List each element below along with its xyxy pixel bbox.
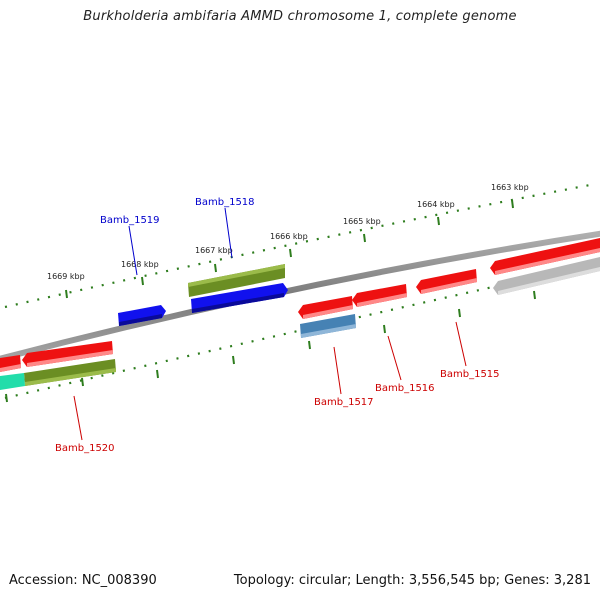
topology-text: Topology: circular; Length: 3,556,545 bp… — [233, 573, 591, 588]
gene-bamb-1520-red-arrow[interactable] — [22, 341, 113, 367]
gene-bamb-1517-steel-arrow[interactable] — [300, 314, 356, 338]
lower-scale-track — [4, 261, 600, 403]
scale-label-1668: 1668 kbp — [121, 260, 159, 269]
gene-bamb-1519-arrow[interactable] — [118, 305, 166, 326]
gene-bamb-1517-arrow[interactable] — [298, 296, 353, 319]
lower-scale-tick-6 — [383, 324, 386, 334]
scale-label-1667: 1667 kbp — [195, 246, 233, 255]
lower-scale-tick-8 — [533, 290, 536, 300]
scale-tick-1669 — [65, 289, 68, 299]
lower-scale-tick-2 — [81, 377, 84, 387]
lower-scale-tick-5 — [308, 340, 311, 350]
scale-label-1663: 1663 kbp — [491, 183, 529, 192]
lower-scale-tick-3 — [156, 369, 159, 379]
leader-line-bamb-1518 — [224, 207, 233, 259]
gene-1518-region-blue-arrow[interactable] — [191, 283, 288, 313]
chromosome-backbone — [0, 230, 600, 362]
scale-tick-1663 — [511, 199, 514, 209]
gene-far-right-red-arrow[interactable] — [490, 238, 600, 275]
gene-label-bamb-1520[interactable]: Bamb_1520 — [55, 443, 115, 454]
scale-label-1669: 1669 kbp — [47, 272, 85, 281]
lower-scale-tick-1 — [5, 393, 8, 403]
accession-text: Accession: NC_008390 — [9, 573, 157, 588]
scale-tick-1668 — [141, 276, 144, 286]
gene-label-bamb-1517[interactable]: Bamb_1517 — [314, 397, 374, 408]
gene-bamb-1520-arrow[interactable] — [24, 359, 116, 386]
gene-far-right-gray-arrow[interactable] — [493, 257, 600, 295]
gene-left-edge-cyan-arrow[interactable] — [0, 373, 25, 390]
leader-line-bamb-1519 — [128, 225, 138, 276]
leader-line-bamb-1516 — [387, 335, 402, 381]
upper-scale-track — [4, 183, 591, 309]
gene-bamb-1516-arrow[interactable] — [352, 284, 407, 307]
genome-title: Burkholderia ambifaria AMMD chromosome 1… — [83, 9, 517, 24]
scale-label-1666: 1666 kbp — [270, 232, 308, 241]
gene-label-bamb-1516[interactable]: Bamb_1516 — [375, 383, 435, 394]
lower-scale-tick-4 — [232, 355, 235, 365]
gene-bamb-1515-arrow[interactable] — [416, 269, 477, 294]
gene-label-bamb-1519[interactable]: Bamb_1519 — [100, 215, 160, 226]
scale-tick-1665 — [363, 233, 366, 243]
leader-line-bamb-1517 — [333, 346, 342, 395]
gene-label-bamb-1518[interactable]: Bamb_1518 — [195, 197, 255, 208]
scale-label-1665: 1665 kbp — [343, 217, 381, 226]
scale-label-1664: 1664 kbp — [417, 200, 455, 209]
gene-left-edge-red-arrow[interactable] — [0, 355, 21, 372]
lower-scale-tick-7 — [458, 308, 461, 318]
gene-bamb-1518-arrow[interactable] — [188, 264, 285, 297]
leader-line-bamb-1520 — [73, 395, 83, 441]
scale-tick-1666 — [289, 248, 292, 258]
scale-tick-1667 — [214, 263, 217, 273]
gene-label-bamb-1515[interactable]: Bamb_1515 — [440, 369, 500, 380]
scale-tick-1664 — [437, 216, 440, 226]
leader-line-bamb-1515 — [455, 321, 467, 367]
